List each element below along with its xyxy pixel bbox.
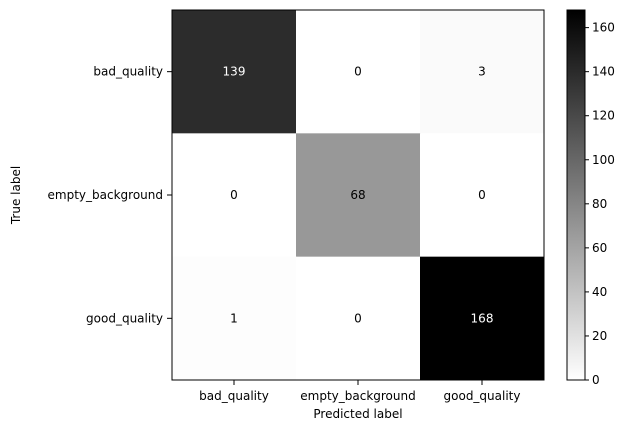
cell-label-2-0: 1 (230, 311, 238, 325)
colorbar (566, 9, 586, 381)
cell-label-0-0: 139 (223, 65, 246, 79)
heatmap-cells (172, 10, 545, 381)
y-tick-label-1: empty_background (48, 188, 163, 202)
cell-1-2 (420, 133, 545, 258)
colorbar-axis: 0 20 40 60 80 100 120 140 160 (585, 21, 615, 387)
x-axis: bad_quality empty_background good_quality (199, 380, 520, 403)
cell-label-2-2: 168 (471, 311, 494, 325)
y-tick-label-2: good_quality (86, 311, 163, 325)
cell-2-1 (296, 256, 421, 381)
y-tick-label-0: bad_quality (93, 65, 163, 79)
cell-label-1-0: 0 (230, 188, 238, 202)
colorbar-tick-label-6: 120 (592, 109, 615, 123)
colorbar-tick-label-8: 160 (592, 21, 615, 35)
cell-0-0 (172, 10, 297, 134)
x-tick-label-2: good_quality (444, 389, 521, 403)
x-tick-label-1: empty_background (300, 389, 415, 403)
cell-label-1-2: 0 (478, 188, 486, 202)
cell-label-0-1: 0 (354, 65, 362, 79)
y-axis: bad_quality empty_background good_quality (48, 65, 172, 325)
cell-1-0 (172, 133, 297, 258)
colorbar-tick-label-0: 0 (592, 373, 600, 387)
colorbar-tick-label-5: 100 (592, 153, 615, 167)
cell-label-0-2: 3 (478, 65, 486, 79)
cell-0-1 (296, 10, 421, 134)
colorbar-tick-label-4: 80 (592, 197, 607, 211)
colorbar-tick-label-3: 60 (592, 241, 607, 255)
colorbar-tick-label-7: 140 (592, 65, 615, 79)
colorbar-tick-label-1: 20 (592, 329, 607, 343)
colorbar-tick-label-2: 40 (592, 285, 607, 299)
cell-labels: 139 0 3 0 68 0 1 0 168 (223, 65, 494, 326)
cell-label-2-1: 0 (354, 311, 362, 325)
y-axis-title: True label (9, 166, 23, 225)
cell-2-0 (172, 256, 297, 381)
cell-2-2 (420, 256, 545, 381)
x-tick-label-0: bad_quality (199, 389, 269, 403)
x-axis-title: Predicted label (313, 407, 402, 421)
cell-0-2 (420, 10, 545, 134)
cell-label-1-1: 68 (350, 188, 365, 202)
cell-1-1 (296, 133, 421, 258)
